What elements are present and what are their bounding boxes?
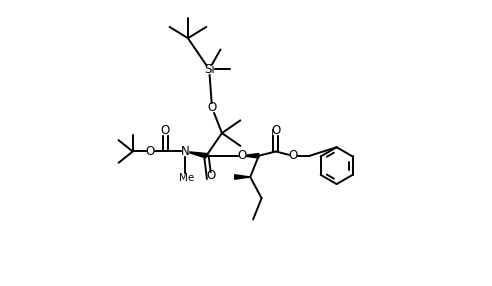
Bar (209, 104, 215, 111)
Polygon shape (235, 175, 250, 179)
Text: Si: Si (204, 63, 215, 76)
Text: N: N (181, 145, 189, 158)
Bar (208, 173, 213, 178)
Bar (206, 66, 213, 73)
Text: O: O (208, 101, 216, 114)
Text: O: O (145, 145, 154, 158)
Polygon shape (242, 154, 259, 158)
Text: Me: Me (179, 173, 194, 183)
Text: O: O (206, 169, 215, 182)
Bar (147, 148, 153, 155)
Bar (290, 152, 296, 159)
Bar (182, 148, 188, 155)
Polygon shape (185, 152, 207, 158)
Text: O: O (271, 124, 280, 137)
Text: O: O (161, 124, 170, 137)
Text: O: O (288, 149, 297, 162)
Bar (273, 127, 278, 134)
Bar (162, 127, 168, 134)
Bar (239, 152, 245, 159)
Text: O: O (237, 149, 246, 162)
